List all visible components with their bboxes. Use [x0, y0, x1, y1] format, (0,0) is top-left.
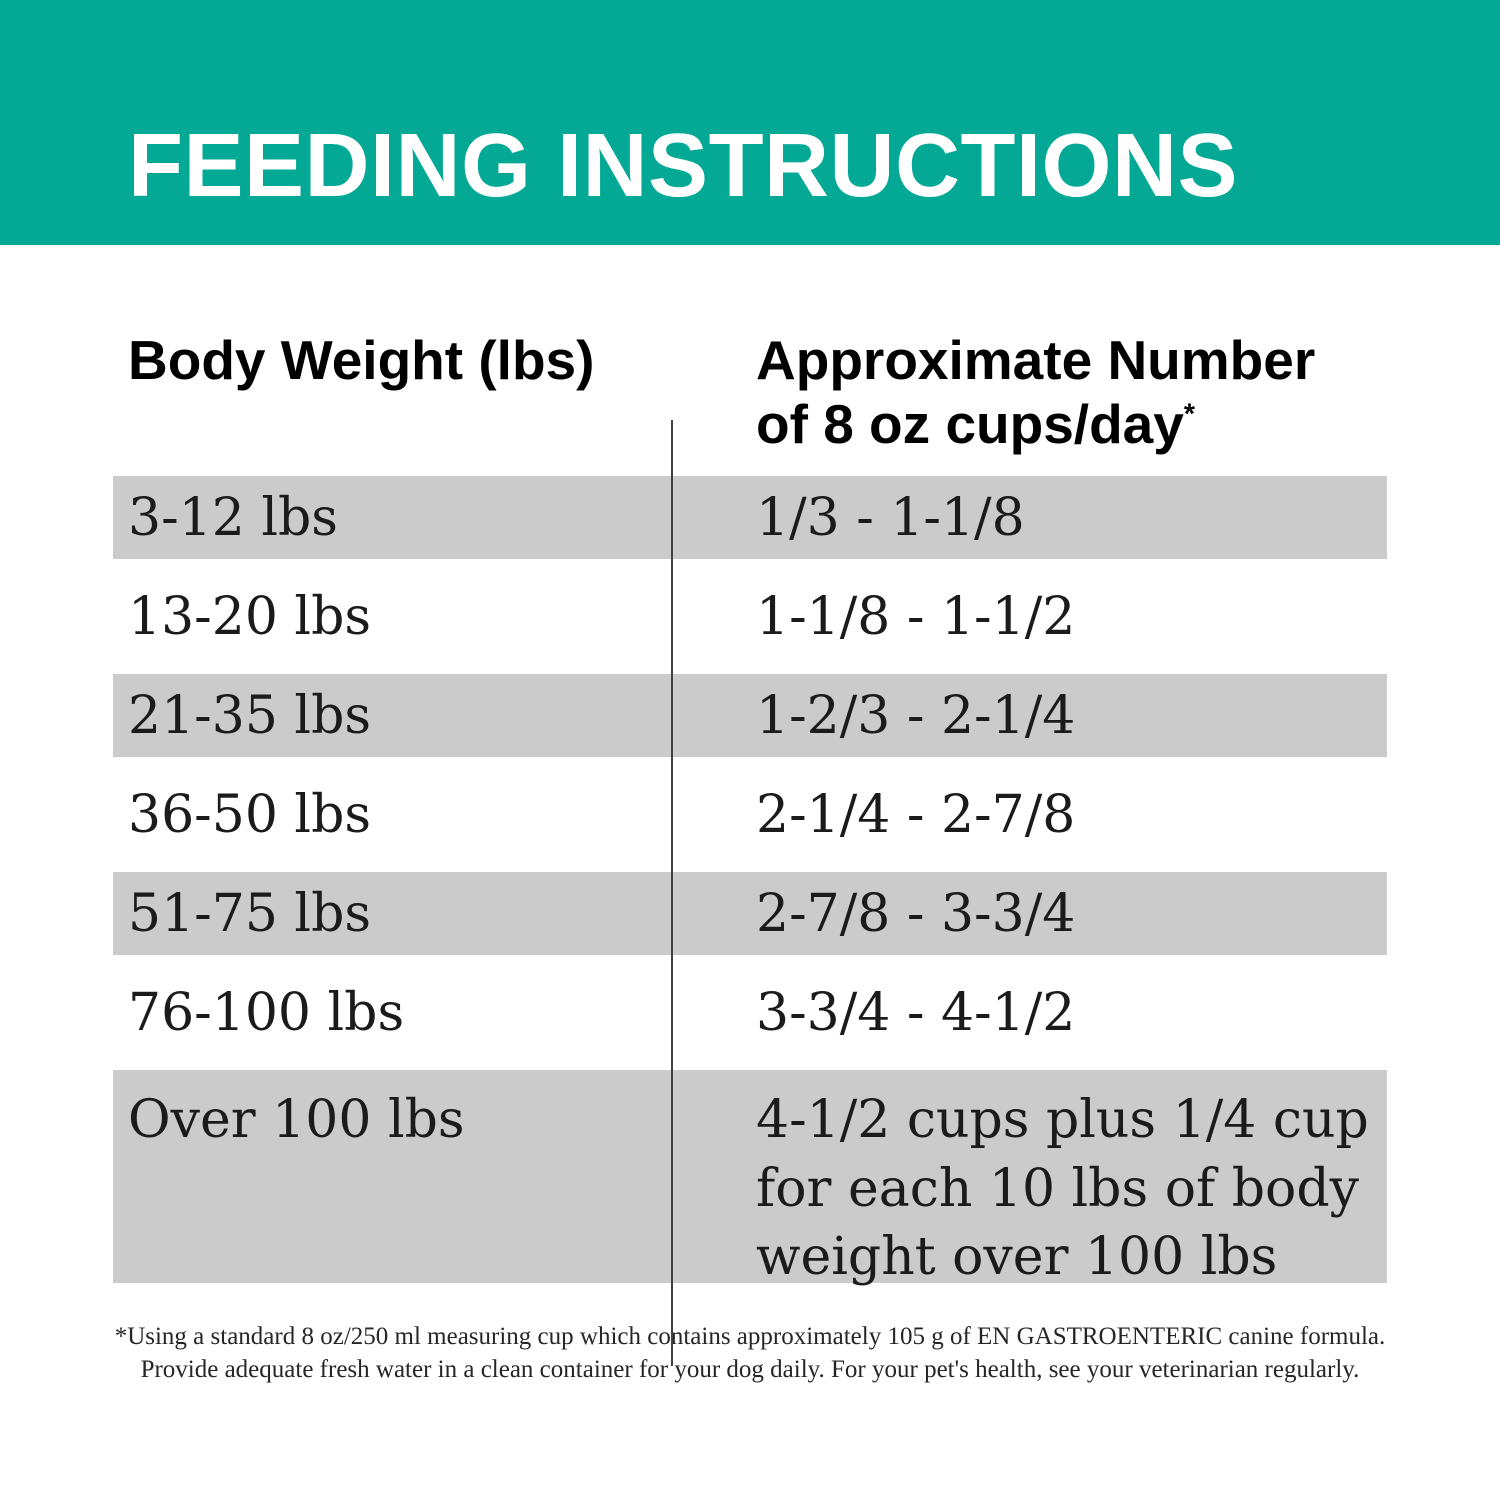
body-weight-cell: 36-50 lbs [128, 784, 372, 845]
col-header-cups-line1: Approximate Number [756, 329, 1316, 391]
column-divider-line [671, 420, 673, 1366]
cups-per-day-cell: 2-1/4 - 2-7/8 [756, 784, 1076, 845]
footnote-line1: *Using a standard 8 oz/250 ml measuring … [114, 1323, 1386, 1350]
body-weight-cell: 51-75 lbs [128, 883, 372, 944]
table-row: 76-100 lbs 3-3/4 - 4-1/2 [113, 963, 1387, 1062]
col-header-cups-line2: of 8 oz cups/day [756, 393, 1184, 455]
table-row: 36-50 lbs 2-1/4 - 2-7/8 [113, 765, 1387, 864]
table-row: 13-20 lbs 1-1/8 - 1-1/2 [113, 567, 1387, 666]
feeding-table: Body Weight (lbs) Approximate Number of … [113, 328, 1387, 1386]
body-weight-cell: Over 100 lbs [128, 1090, 465, 1150]
page-title: FEEDING INSTRUCTIONS [128, 116, 1239, 216]
cups-per-day-cell: 2-7/8 - 3-3/4 [756, 883, 1076, 944]
col-header-body-weight: Body Weight (lbs) [128, 329, 595, 391]
cups-per-day-cell: 3-3/4 - 4-1/2 [756, 982, 1076, 1043]
table-row: 21-35 lbs 1-2/3 - 2-1/4 [113, 666, 1387, 765]
footnote-line2: Provide adequate fresh water in a clean … [140, 1355, 1360, 1383]
cups-per-day-cell: 1-2/3 - 2-1/4 [756, 685, 1076, 746]
header-banner: FEEDING INSTRUCTIONS [0, 0, 1500, 245]
table-row: 51-75 lbs 2-7/8 - 3-3/4 [113, 864, 1387, 963]
cups-per-day-cell: 1-1/8 - 1-1/2 [756, 586, 1076, 647]
table-row: Over 100 lbs 4-1/2 cups plus 1/4 cup for… [113, 1062, 1387, 1291]
body-weight-cell: 13-20 lbs [128, 586, 372, 647]
footnote-asterisk-marker: * [1183, 398, 1196, 431]
table-body: 3-12 lbs 1/3 - 1-1/8 13-20 lbs 1-1/8 - 1… [113, 468, 1387, 1291]
cups-per-day-cell: 1/3 - 1-1/8 [756, 487, 1025, 548]
body-weight-cell: 3-12 lbs [128, 487, 338, 548]
table-header-row: Body Weight (lbs) Approximate Number of … [113, 328, 1387, 456]
col-header-cups-per-day: Approximate Number of 8 oz cups/day* [672, 328, 1387, 456]
body-weight-cell: 21-35 lbs [128, 685, 372, 746]
table-row: 3-12 lbs 1/3 - 1-1/8 [113, 468, 1387, 567]
cups-per-day-cell: 4-1/2 cups plus 1/4 cup for each 10 lbs … [756, 1090, 1369, 1288]
body-weight-cell: 76-100 lbs [128, 982, 405, 1043]
footnote-text: *Using a standard 8 oz/250 ml measuring … [113, 1321, 1387, 1386]
